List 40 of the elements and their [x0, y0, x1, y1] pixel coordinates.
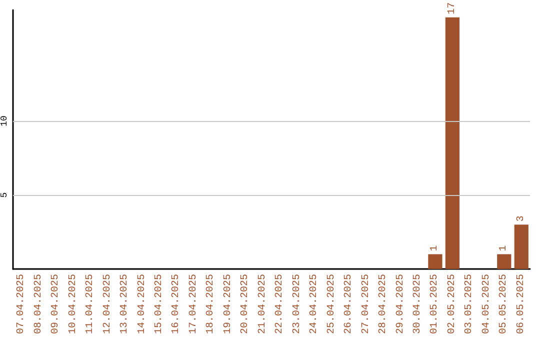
- x-tick-label: 24.04.2025: [309, 274, 320, 334]
- data-label: 3: [516, 216, 527, 222]
- x-tick-label: 11.04.2025: [85, 274, 96, 334]
- x-tick-label: 17.04.2025: [188, 274, 200, 334]
- x-tick-label: 02.05.2025: [446, 274, 458, 334]
- x-tick-label: 25.04.2025: [326, 274, 338, 334]
- x-tick-label: 18.04.2025: [206, 274, 217, 334]
- x-tick-label: 19.04.2025: [222, 274, 234, 334]
- x-tick-label: 22.04.2025: [274, 274, 286, 334]
- data-label: 1: [498, 245, 510, 252]
- x-tick-label: 09.04.2025: [50, 274, 62, 334]
- x-tick-label: 30.04.2025: [412, 274, 424, 334]
- data-label: 1: [430, 245, 441, 252]
- x-tick-label: 23.04.2025: [292, 274, 303, 334]
- x-tick-label: 07.04.2025: [16, 274, 28, 334]
- data-label: 17: [446, 2, 458, 14]
- x-tick-label: 27.04.2025: [360, 274, 372, 334]
- x-tick-label: 16.04.2025: [171, 274, 182, 334]
- x-tick-label: 08.04.2025: [33, 274, 44, 334]
- bar: [428, 254, 442, 269]
- x-tick-label: 20.04.2025: [240, 274, 252, 334]
- x-tick-label: 29.04.2025: [395, 274, 406, 334]
- x-tick-label: 13.04.2025: [120, 274, 131, 334]
- x-tick-label: 15.04.2025: [154, 274, 165, 334]
- x-tick-label: 05.05.2025: [498, 274, 510, 334]
- x-tick-label: 28.04.2025: [378, 274, 390, 334]
- x-tick-label: 12.04.2025: [102, 274, 114, 334]
- bar: [514, 224, 528, 269]
- bar: [497, 254, 512, 269]
- x-tick-label: 26.04.2025: [344, 274, 355, 334]
- x-tick-label: 03.05.2025: [464, 274, 476, 334]
- y-tick-label: 5: [0, 192, 10, 198]
- x-tick-label: 01.05.2025: [430, 274, 441, 334]
- y-tick-label: 10: [0, 116, 10, 126]
- x-tick-label: 04.05.2025: [481, 274, 492, 334]
- x-tick-label: 21.04.2025: [257, 274, 268, 334]
- x-tick-label: 10.04.2025: [68, 274, 79, 334]
- x-tick-label: 14.04.2025: [136, 274, 148, 334]
- bar: [445, 17, 460, 269]
- x-tick-label: 06.05.2025: [516, 274, 527, 334]
